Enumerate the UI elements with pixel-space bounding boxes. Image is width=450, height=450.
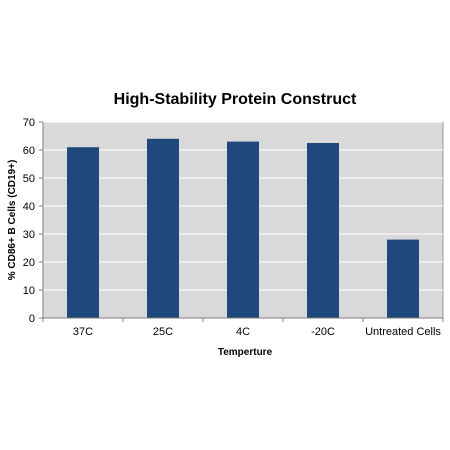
y-tick-label: 40 bbox=[23, 201, 35, 213]
x-tick-label: Untreated Cells bbox=[365, 326, 441, 338]
y-tick-label: 30 bbox=[23, 229, 35, 241]
x-tick-label: -20C bbox=[311, 326, 335, 338]
bar--20c bbox=[307, 143, 339, 318]
y-axis-label: % CD86+ B Cells (CD19+) bbox=[7, 160, 18, 281]
x-tick-label: 37C bbox=[73, 326, 93, 338]
x-axis-label: Temperture bbox=[218, 347, 273, 358]
y-axis-ticks: 0 10 20 30 40 50 60 70 bbox=[23, 117, 43, 325]
y-tick-label: 70 bbox=[23, 117, 35, 129]
x-tick-label: 4C bbox=[236, 326, 250, 338]
chart-title: High-Stability Protein Construct bbox=[114, 91, 357, 108]
y-tick-label: 50 bbox=[23, 173, 35, 185]
bar-untreated-cells bbox=[387, 239, 419, 318]
x-tick-label: 25C bbox=[153, 326, 173, 338]
bar-37c bbox=[67, 147, 99, 318]
y-tick-label: 10 bbox=[23, 285, 35, 297]
bar-4c bbox=[227, 141, 259, 318]
y-tick-label: 60 bbox=[23, 145, 35, 157]
y-tick-label: 0 bbox=[29, 313, 35, 325]
x-axis-ticks: 37C 25C 4C -20C Untreated Cells bbox=[42, 318, 444, 338]
y-tick-label: 20 bbox=[23, 257, 35, 269]
bar-25c bbox=[147, 138, 179, 318]
bars bbox=[67, 138, 419, 318]
